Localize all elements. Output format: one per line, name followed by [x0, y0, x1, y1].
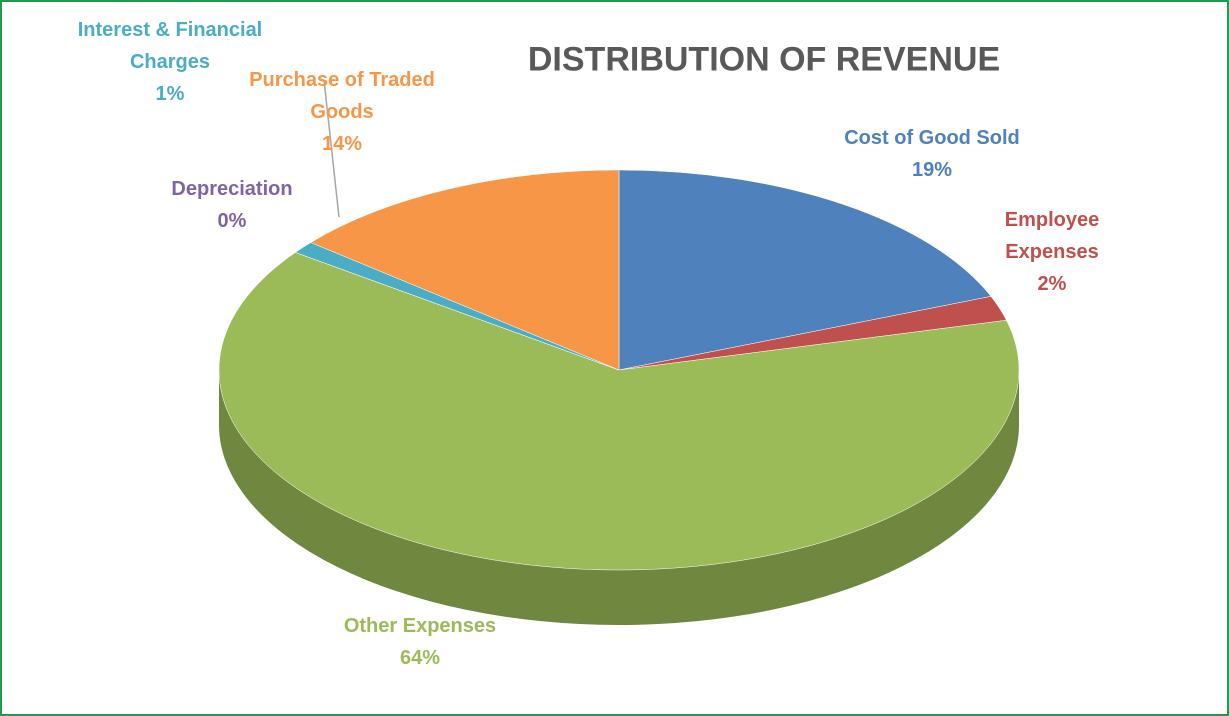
label-name: Cost of Good Sold: [844, 127, 1020, 149]
label-name: Depreciation: [171, 178, 293, 200]
label-value: 14%: [321, 133, 363, 155]
pie-sides: [219, 370, 1019, 625]
label-name: Other Expenses: [343, 615, 497, 637]
label-value: 19%: [911, 159, 953, 181]
data-label: Employee Expenses 2%: [982, 204, 1122, 300]
leader-line: [323, 79, 340, 218]
label-name: Employee Expenses: [1004, 209, 1100, 263]
data-label: Interest & Financial Charges 1%: [75, 14, 265, 110]
slice: [618, 169, 992, 371]
label-name: Purchase of Traded Goods: [249, 69, 435, 123]
slice-side: [219, 370, 1019, 625]
data-label: Cost of Good Sold 19%: [802, 122, 1062, 186]
slice: [218, 252, 1020, 571]
data-label: Purchase of Traded Goods 14%: [222, 64, 462, 160]
label-value: 64%: [399, 647, 441, 669]
pie-tops: [218, 169, 1020, 571]
chart-title: DISTRIBUTION OF REVENUE: [527, 40, 1001, 79]
label-value: 0%: [217, 210, 247, 232]
slice: [310, 169, 620, 371]
label-name: Interest & Financial Charges: [77, 19, 263, 73]
data-label: Other Expenses 64%: [310, 610, 530, 674]
label-value: 2%: [1037, 273, 1067, 295]
data-label: Depreciation 0%: [142, 173, 322, 237]
label-value: 1%: [155, 83, 185, 105]
